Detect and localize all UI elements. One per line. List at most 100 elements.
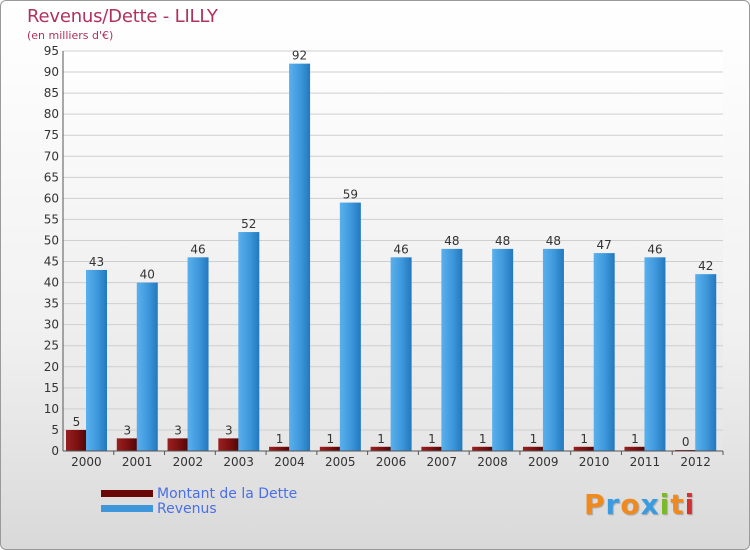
bar-revenus [187, 257, 209, 451]
data-label-dette: 1 [580, 432, 588, 446]
logo-letter: P [584, 488, 606, 521]
y-tick-label: 80 [44, 107, 59, 121]
data-label-revenus: 46 [190, 242, 205, 256]
data-label-dette: 5 [73, 415, 81, 429]
data-label-revenus: 48 [546, 234, 561, 248]
logo-letter: o [620, 488, 641, 521]
bar-dette [624, 446, 646, 451]
data-label-revenus: 92 [292, 49, 307, 63]
y-tick-label: 40 [44, 276, 59, 290]
y-tick-label: 0 [51, 444, 59, 458]
bar-dette [319, 446, 341, 451]
bar-revenus [644, 257, 666, 451]
bar-dette [269, 446, 291, 451]
bar-revenus [542, 248, 564, 451]
bar-dette [167, 438, 189, 451]
data-label-revenus: 46 [647, 242, 662, 256]
bar-dette [116, 438, 138, 451]
data-label-dette: 1 [276, 432, 284, 446]
x-tick-label: 2002 [173, 455, 204, 469]
y-tick-label: 5 [51, 423, 59, 437]
data-label-revenus: 48 [495, 234, 510, 248]
bar-dette [472, 446, 494, 451]
proxiti-logo: Proxiti [584, 488, 695, 521]
x-tick-label: 2007 [426, 455, 457, 469]
bar-revenus [339, 202, 361, 451]
y-tick-label: 25 [44, 339, 59, 353]
bar-revenus [593, 253, 615, 451]
data-label-dette: 1 [479, 432, 487, 446]
y-tick-label: 90 [44, 65, 59, 79]
x-tick-label: 2009 [528, 455, 559, 469]
bar-revenus [238, 232, 260, 451]
y-tick-label: 10 [44, 402, 59, 416]
data-label-revenus: 52 [241, 217, 256, 231]
y-tick-label: 65 [44, 170, 59, 184]
bar-revenus [390, 257, 412, 451]
bar-revenus [695, 274, 717, 451]
y-tick-label: 75 [44, 128, 59, 142]
bar-revenus [289, 63, 311, 451]
bar-dette [66, 429, 87, 451]
data-label-dette: 1 [530, 432, 538, 446]
logo-letter: t [670, 488, 685, 521]
data-label-dette: 1 [377, 432, 385, 446]
y-tick-label: 85 [44, 86, 59, 100]
x-tick-label: 2005 [325, 455, 356, 469]
data-label-revenus: 48 [444, 234, 459, 248]
legend-swatch-revenus [101, 505, 153, 512]
y-tick-label: 70 [44, 149, 59, 163]
data-label-dette: 0 [682, 435, 690, 449]
bar-dette [421, 446, 443, 451]
legend-swatch-dette [101, 490, 153, 497]
data-label-dette: 1 [428, 432, 436, 446]
y-tick-label: 50 [44, 233, 59, 247]
x-tick-label: 2010 [579, 455, 610, 469]
data-label-revenus: 59 [343, 188, 358, 202]
logo-letter: x [640, 488, 660, 521]
data-label-dette: 1 [631, 432, 639, 446]
data-label-dette: 3 [225, 423, 233, 437]
x-tick-label: 2011 [630, 455, 661, 469]
chart-subtitle: (en milliers d'€) [27, 29, 114, 42]
x-tick-label: 2004 [274, 455, 305, 469]
bar-dette [573, 446, 595, 451]
y-tick-label: 30 [44, 318, 59, 332]
bar-revenus [441, 248, 463, 451]
logo-letter: r [605, 488, 621, 521]
bar-dette [370, 446, 392, 451]
x-tick-label: 2006 [376, 455, 407, 469]
x-tick-label: 2008 [477, 455, 508, 469]
legend-label-revenus: Revenus [157, 501, 217, 517]
y-tick-label: 35 [44, 297, 59, 311]
chart-title: Revenus/Dette - LILLY [27, 6, 218, 27]
legend-label-dette: Montant de la Dette [157, 486, 298, 502]
y-tick-label: 60 [44, 191, 59, 205]
y-tick-label: 20 [44, 360, 59, 374]
y-tick-label: 95 [44, 44, 59, 58]
data-label-revenus: 43 [89, 255, 104, 269]
y-tick-label: 55 [44, 212, 59, 226]
data-label-dette: 3 [123, 423, 131, 437]
data-label-revenus: 47 [597, 238, 612, 252]
logo-letter: i [684, 488, 696, 521]
x-tick-label: 2012 [680, 455, 711, 469]
bar-revenus [492, 248, 514, 451]
y-tick-label: 45 [44, 255, 59, 269]
y-tick-label: 15 [44, 381, 59, 395]
x-tick-label: 2001 [122, 455, 153, 469]
logo-letter: i [659, 488, 671, 521]
data-label-revenus: 46 [393, 242, 408, 256]
bar-revenus [136, 282, 158, 451]
x-tick-label: 2000 [71, 455, 102, 469]
bar-revenus [86, 269, 107, 451]
data-label-revenus: 42 [698, 259, 713, 273]
data-label-revenus: 40 [140, 268, 155, 282]
bar-dette [218, 438, 240, 451]
x-tick-label: 2003 [223, 455, 254, 469]
data-label-dette: 1 [327, 432, 335, 446]
bar-dette [522, 446, 544, 451]
data-label-dette: 3 [174, 423, 182, 437]
